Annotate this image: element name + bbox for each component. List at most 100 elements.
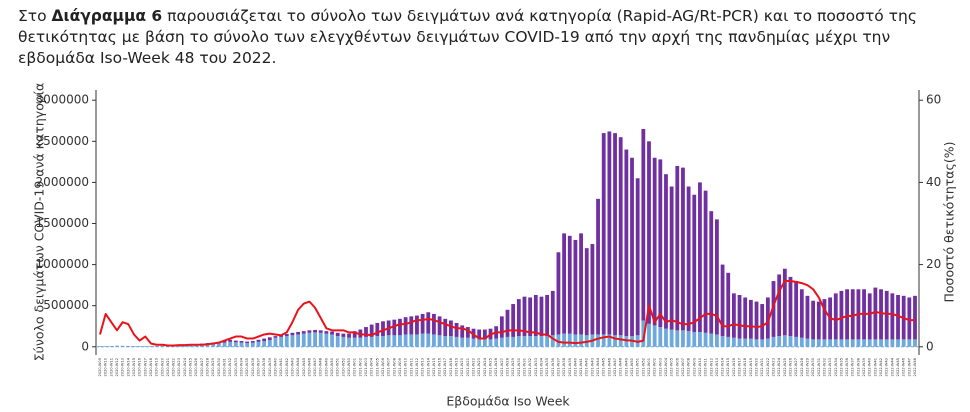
intro-text: Στο Διάγραμμα 6 παρουσιάζεται το σύνολο … [18, 6, 963, 69]
x-tick-label: 2022-W37 [851, 358, 855, 376]
bar-segment [465, 327, 470, 338]
x-tick-label: 2022-W43 [885, 358, 889, 376]
bar-segment [839, 290, 844, 340]
bar-segment [794, 281, 799, 337]
bar-segment [460, 337, 465, 347]
bar-segment [641, 320, 646, 347]
x-tick-label: 2021-W01 [353, 358, 357, 376]
bar-segment [279, 336, 284, 347]
x-tick-label: 2022-W34 [834, 357, 838, 376]
x-tick-label: 2020-W48 [319, 357, 323, 376]
bar-segment [737, 295, 742, 339]
bar-segment [505, 336, 510, 347]
x-tick-label: 2022-W44 [890, 357, 894, 376]
x-tick-label: 2020-W37 [256, 358, 260, 376]
bar-segment [381, 321, 385, 337]
bar-segment [879, 289, 883, 340]
x-tick-label: 2020-W44 [296, 357, 300, 376]
bar-segment [743, 297, 748, 339]
x-tick-label: 2022-W22 [766, 358, 770, 376]
bar-segment [239, 342, 244, 347]
bar-segment [409, 334, 414, 347]
x-tick-label: 2020-W27 [200, 358, 204, 376]
bar-segment [737, 338, 742, 347]
x-tick-label: 2022-W01 [647, 358, 651, 376]
bar-segment [222, 341, 227, 343]
x-tick-label: 2021-W25 [489, 358, 493, 376]
x-tick-label: 2021-W28 [506, 357, 510, 376]
bar-segment [550, 335, 555, 347]
bar-segment [488, 339, 493, 347]
bar-segment [681, 167, 685, 331]
bar-segment [375, 336, 380, 347]
bar-segment [381, 336, 385, 347]
x-tick-label: 2021-W18 [449, 357, 453, 376]
x-tick-label: 2021-W52 [641, 358, 645, 376]
x-tick-label: 2022-W48 [913, 357, 917, 376]
x-tick-label: 2022-W24 [777, 357, 781, 376]
x-axis-title: Εβδομάδα Iso Week [446, 394, 570, 409]
x-tick-label: 2022-W13 [715, 358, 719, 376]
bar-segment [233, 340, 238, 343]
bar-segment [760, 304, 765, 340]
x-tick-label: 2022-W11 [704, 358, 708, 376]
bar-segment [850, 339, 855, 347]
bar-segment [720, 264, 725, 337]
x-tick-label: 2021-W32 [528, 358, 532, 376]
x-tick-label: 2022-W17 [738, 358, 742, 376]
bar-segment [590, 244, 595, 335]
bar-segment [465, 337, 470, 347]
x-tick-label: 2021-W33 [534, 358, 538, 376]
bar-segment [896, 295, 900, 340]
bar-segment [664, 328, 668, 347]
bar-segment [426, 333, 431, 347]
bar-segment [284, 334, 289, 337]
bar-segment [845, 339, 849, 347]
x-tick-label: 2022-W32 [822, 358, 826, 376]
bar-segment [126, 346, 131, 347]
bar-segment [550, 290, 555, 336]
bar-segment [528, 336, 533, 347]
bar-segment [392, 335, 397, 347]
bar-segment [777, 274, 782, 337]
x-tick-label: 2020-W34 [239, 357, 243, 376]
bar-segment [109, 346, 114, 347]
bar-segment [352, 337, 357, 347]
x-tick-label: 2021-W48 [619, 357, 623, 376]
bar-segment [477, 329, 482, 339]
bar-segment [511, 304, 516, 337]
bar-segment [731, 337, 736, 347]
x-tick-label: 2020-W16 [138, 357, 142, 376]
bar-segment [698, 331, 702, 347]
bar-segment [658, 327, 663, 347]
x-tick-label: 2020-W29 [211, 357, 215, 376]
x-tick-label: 2020-W38 [262, 357, 266, 376]
intro-rest: παρουσιάζεται το σύνολο των δειγμάτων αν… [18, 7, 917, 67]
bar-segment [482, 339, 487, 347]
bar-segment [715, 219, 719, 335]
bar-segment [267, 340, 272, 347]
bar-segment [398, 335, 402, 347]
bar-segment [771, 336, 776, 347]
x-tick-label: 2021-W16 [438, 357, 442, 376]
bar-segment [403, 334, 408, 347]
bar-segment [765, 338, 770, 347]
bar-segment [364, 336, 368, 347]
bar-segment [460, 325, 465, 338]
x-tick-label: 2021-W23 [477, 358, 481, 376]
x-tick-label: 2021-W44 [596, 357, 600, 376]
bar-segment [352, 331, 357, 338]
bar-segment [833, 339, 838, 347]
bar-segment [120, 346, 125, 347]
x-tick-label: 2020-W46 [307, 357, 311, 376]
x-tick-label: 2022-W33 [828, 358, 832, 376]
bar-segment [596, 198, 600, 335]
bar-segment [426, 312, 431, 334]
bar-segment [545, 295, 550, 337]
bar-segment [222, 342, 227, 347]
bar-segment [607, 131, 612, 335]
x-tick-label: 2020-W36 [251, 357, 255, 376]
bar-segment [675, 165, 680, 331]
bar-segment [160, 346, 165, 347]
bar-segment [907, 297, 912, 340]
